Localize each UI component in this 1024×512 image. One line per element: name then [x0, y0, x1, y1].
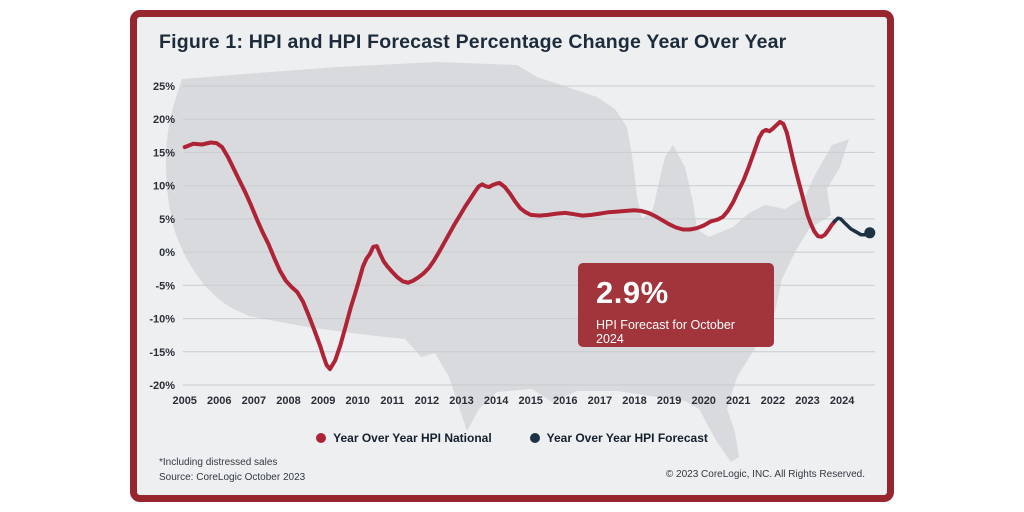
- svg-text:2015: 2015: [518, 395, 542, 407]
- svg-text:25%: 25%: [153, 81, 175, 93]
- legend-item-national: Year Over Year HPI National: [316, 431, 492, 445]
- svg-text:2010: 2010: [345, 395, 369, 407]
- svg-text:2019: 2019: [657, 395, 681, 407]
- national-series-dot-icon: [316, 433, 327, 443]
- svg-text:2009: 2009: [311, 395, 335, 407]
- svg-text:2012: 2012: [415, 395, 439, 407]
- svg-text:10%: 10%: [153, 181, 175, 193]
- svg-text:2013: 2013: [449, 395, 473, 407]
- figure-card-inner: 25% 20% 15% 10% 5% 0% -5% -10% -15% -20% 2005 2006 2…: [137, 17, 887, 495]
- legend-label-forecast: Year Over Year HPI Forecast: [546, 431, 708, 445]
- legend-item-forecast: Year Over Year HPI Forecast: [529, 431, 708, 445]
- svg-text:20%: 20%: [153, 114, 175, 126]
- us-map-background: [166, 62, 849, 462]
- svg-text:2011: 2011: [380, 395, 404, 407]
- svg-text:2018: 2018: [622, 395, 646, 407]
- svg-text:-20%: -20%: [149, 380, 175, 392]
- legend-label-national: Year Over Year HPI National: [333, 431, 492, 445]
- svg-text:0%: 0%: [159, 247, 175, 259]
- svg-text:2008: 2008: [276, 395, 300, 407]
- svg-text:15%: 15%: [153, 147, 175, 159]
- svg-text:-10%: -10%: [149, 314, 175, 326]
- svg-text:2022: 2022: [761, 395, 785, 407]
- forecast-callout: 2.9% HPI Forecast for October 2024: [578, 263, 774, 347]
- forecast-value: 2.9%: [596, 275, 669, 310]
- svg-text:5%: 5%: [159, 214, 175, 226]
- forecast-label: HPI Forecast for October 2024: [596, 318, 735, 346]
- copyright-notice: © 2023 CoreLogic, INC. All Rights Reserv…: [665, 469, 865, 480]
- svg-text:2017: 2017: [588, 395, 612, 407]
- svg-text:2021: 2021: [726, 395, 750, 407]
- forecast-series-dot-icon: [529, 433, 540, 443]
- figure-card: 25% 20% 15% 10% 5% 0% -5% -10% -15% -20% 2005 2006 2…: [130, 10, 894, 502]
- svg-text:-15%: -15%: [149, 347, 175, 359]
- chart-legend: Year Over Year HPI National Year Over Ye…: [137, 431, 887, 445]
- hpi-line-chart: 25% 20% 15% 10% 5% 0% -5% -10% -15% -20% 2005 2006 2…: [149, 81, 876, 407]
- figure-title: Figure 1: HPI and HPI Forecast Percentag…: [159, 31, 787, 53]
- svg-text:2024: 2024: [830, 395, 855, 407]
- footnote-distressed-sales: *Including distressed sales: [159, 457, 278, 468]
- svg-text:2023: 2023: [795, 395, 819, 407]
- svg-text:2020: 2020: [691, 395, 715, 407]
- footnote-source: Source: CoreLogic October 2023: [159, 472, 306, 483]
- svg-text:2014: 2014: [484, 395, 509, 407]
- us-map-silhouette: [166, 62, 849, 462]
- svg-text:-5%: -5%: [155, 280, 175, 292]
- footnotes: *Including distressed sales Source: Core…: [159, 455, 305, 485]
- svg-text:2016: 2016: [553, 395, 577, 407]
- svg-text:2005: 2005: [172, 395, 196, 407]
- svg-text:2006: 2006: [207, 395, 231, 407]
- svg-text:2007: 2007: [242, 395, 266, 407]
